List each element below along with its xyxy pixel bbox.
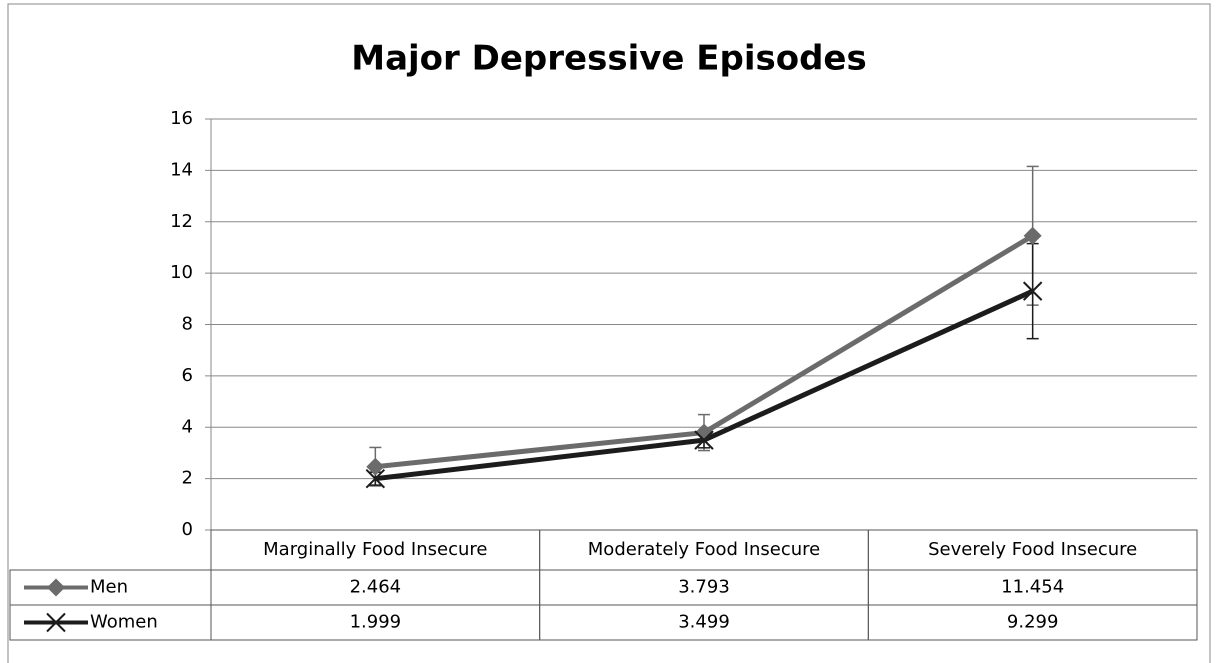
marker (1022, 281, 1043, 301)
table-value: 3.499 (678, 612, 730, 633)
category-label: Marginally Food Insecure (263, 539, 487, 560)
category-label: Moderately Food Insecure (588, 539, 820, 560)
marker (1023, 226, 1042, 245)
y-tick-label: 8 (182, 314, 193, 335)
y-tick-label: 2 (182, 468, 193, 489)
category-label: Severely Food Insecure (928, 539, 1137, 560)
chart-border (7, 3, 1211, 663)
marker (366, 457, 385, 476)
table-value: 3.793 (678, 577, 730, 598)
table-value: 9.299 (1007, 612, 1059, 633)
marker (695, 423, 713, 442)
marker (694, 430, 714, 450)
y-tick-label: 16 (170, 108, 193, 129)
legend-marker (46, 612, 66, 633)
table-value: 2.464 (350, 577, 402, 598)
y-tick-label: 4 (182, 416, 193, 437)
y-tick-label: 14 (170, 159, 193, 180)
y-tick-label: 0 (182, 519, 193, 540)
y-tick-label: 10 (170, 262, 193, 283)
legend-marker (47, 578, 65, 597)
table-value: 1.999 (350, 612, 402, 633)
y-tick-label: 6 (182, 365, 193, 386)
chart-title: Major Depressive Episodes (351, 39, 866, 79)
table-cell (867, 604, 1198, 641)
legend-label: Women (90, 612, 158, 633)
marker (365, 468, 386, 489)
legend-label: Men (90, 577, 128, 598)
table-value: 11.454 (1001, 577, 1064, 598)
y-tick-label: 12 (170, 211, 193, 232)
